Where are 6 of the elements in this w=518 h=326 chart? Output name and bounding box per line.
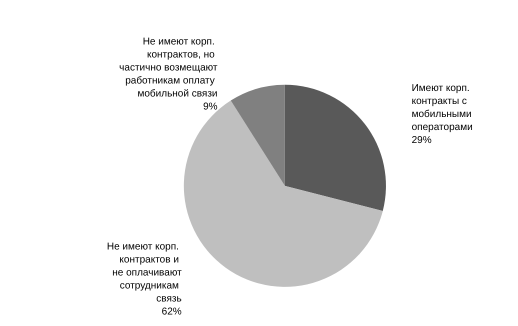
data-label: 62%	[162, 306, 182, 318]
slice-label: Имеют корп. контракты с мобильными операторами	[412, 83, 474, 134]
data-label: 29%	[412, 135, 432, 146]
slice-label: Не имеют корп. контрактов и не оплачивают сотрудникам связь	[106, 242, 182, 305]
slice-label: Не имеют корп. контрактов, но частично возмещают работникам оплату мобильной связи	[119, 36, 218, 100]
data-label: 9%	[203, 101, 218, 112]
